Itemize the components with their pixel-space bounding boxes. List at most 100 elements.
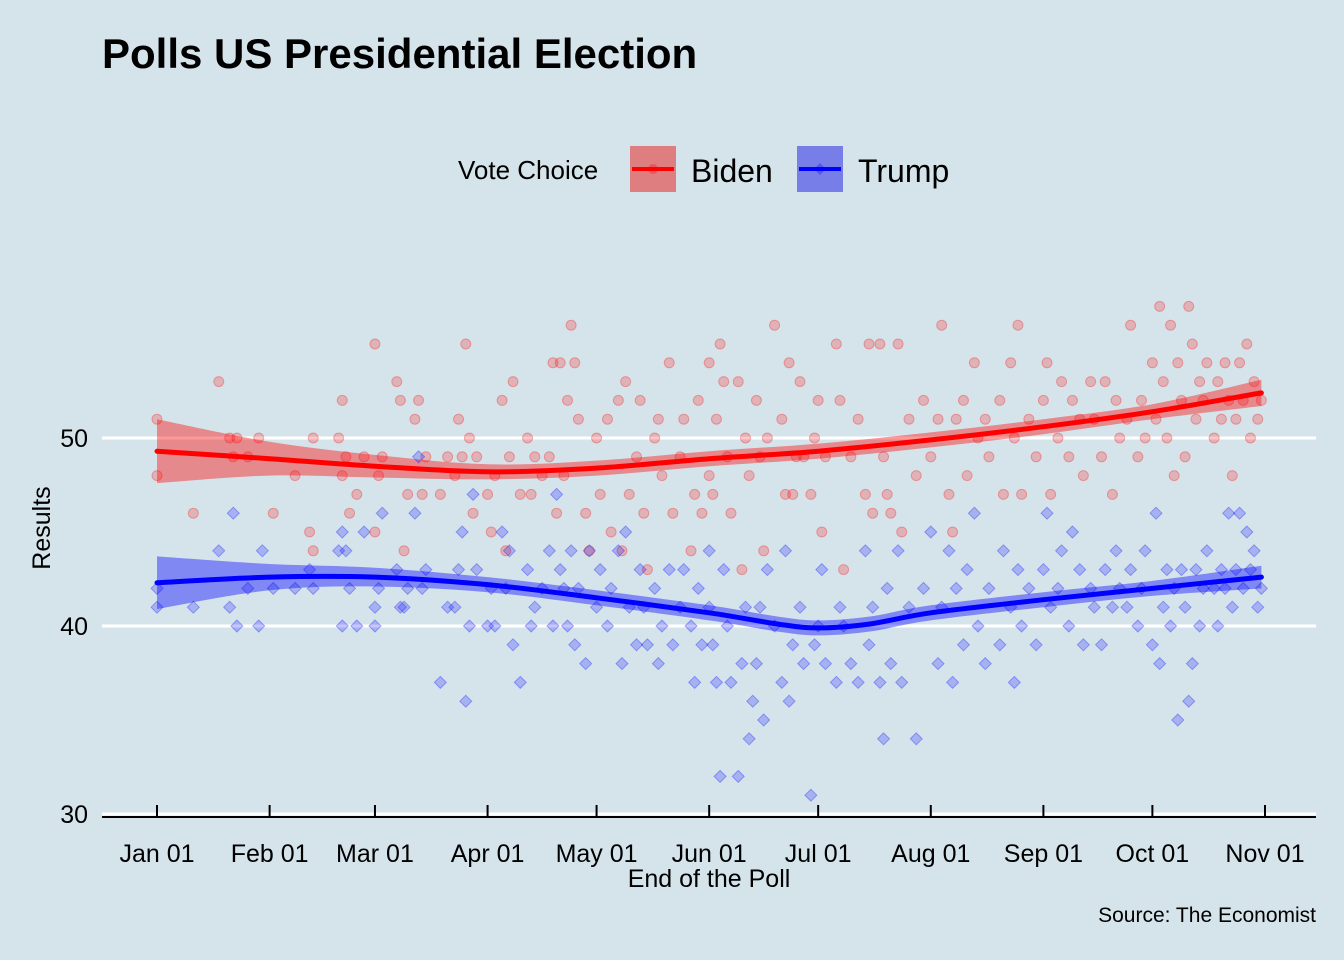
point-biden-51 [525,488,537,500]
point-biden-178 [1157,376,1169,388]
point-trump-7 [241,581,255,596]
point-trump-168 [1109,544,1123,558]
point-trump-202 [1247,544,1261,558]
point-trump-1 [150,600,164,614]
confidence-band-biden [157,379,1262,484]
point-biden-125 [874,338,886,350]
point-trump-108 [782,694,796,708]
point-biden-187 [1190,413,1202,425]
y-axis-title: Results [28,486,56,569]
point-trump-47 [502,544,517,558]
point-trump-61 [568,638,582,652]
point-biden-84 [685,545,697,557]
point-biden-32 [420,451,432,463]
point-biden-46 [500,545,512,557]
point-trump-186 [1185,656,1200,671]
point-biden-47 [503,451,515,463]
point-trump-10 [266,581,280,596]
point-biden-73 [631,451,643,463]
point-biden-19 [351,488,363,500]
x-tick-label-8: Sep 01 [1004,840,1083,868]
point-biden-23 [373,470,385,482]
point-biden-89 [703,470,715,482]
point-biden-37 [456,451,468,463]
point-trump-204 [1254,581,1269,596]
point-trump-63 [578,656,593,671]
legend-item-trump[interactable]: Trump [797,146,949,192]
point-trump-83 [677,562,691,577]
point-biden-90 [707,488,719,500]
point-trump-76 [640,638,655,652]
point-trump-52 [528,600,542,614]
point-biden-3 [213,376,225,388]
point-trump-187 [1189,562,1203,577]
point-biden-171 [1125,319,1137,331]
point-biden-177 [1154,300,1166,312]
point-trump-196 [1225,600,1240,614]
point-trump-107 [778,544,793,558]
point-trump-13 [306,581,320,596]
point-trump-86 [691,581,705,596]
legend-item-biden[interactable]: Biden [630,146,773,192]
x-axis-title: End of the Poll [628,865,791,893]
point-biden-137 [943,488,955,500]
point-trump-150 [1011,562,1025,577]
point-trump-195 [1221,506,1236,520]
point-trump-66 [593,562,607,577]
point-trump-74 [633,562,647,577]
point-biden-154 [1037,394,1049,406]
point-trump-135 [931,656,945,671]
point-trump-79 [655,619,669,633]
point-trump-56 [549,487,564,502]
point-trump-22 [368,600,382,614]
point-trump-104 [760,562,775,577]
x-tick-label-4: May 01 [556,840,638,868]
point-trump-88 [702,544,716,558]
point-biden-22 [369,338,381,350]
point-biden-92 [714,338,726,350]
point-biden-2 [187,507,199,519]
point-biden-63 [580,507,592,519]
point-biden-72 [623,488,635,500]
point-trump-102 [753,600,767,614]
point-trump-80 [662,562,676,577]
point-biden-151 [1016,488,1028,500]
point-biden-83 [678,413,690,425]
point-trump-111 [796,656,811,671]
point-biden-108 [787,488,799,500]
point-biden-117 [830,338,842,350]
y-tick-label-50: 50 [60,425,88,453]
point-biden-153 [1030,451,1042,463]
point-biden-14 [333,432,345,444]
point-biden-115 [816,526,828,538]
point-biden-194 [1219,357,1231,369]
point-biden-193 [1215,413,1227,425]
point-biden-147 [997,488,1009,500]
point-biden-0 [151,413,163,425]
point-trump-11 [288,581,302,596]
point-trump-54 [542,544,557,558]
trend-line-trump [154,573,1264,631]
point-biden-64 [583,545,595,557]
point-trump-126 [876,732,891,746]
point-biden-96 [732,376,744,388]
point-trump-16 [335,525,349,539]
point-trump-155 [1040,506,1054,520]
point-trump-160 [1065,525,1080,539]
point-trump-99 [742,732,756,746]
point-biden-201 [1244,432,1256,444]
point-trump-167 [1105,600,1120,614]
point-trump-158 [1054,544,1069,558]
confidence-band-trump [157,556,1262,636]
point-biden-36 [453,413,465,425]
point-biden-24 [376,451,388,463]
point-trump-165 [1094,638,1109,652]
point-trump-78 [651,656,666,671]
point-biden-25 [391,376,403,388]
point-trump-0 [150,581,164,596]
trend-lines [154,390,1264,631]
point-trump-85 [687,675,702,690]
point-biden-179 [1161,432,1173,444]
legend-label-biden: Biden [691,153,773,189]
